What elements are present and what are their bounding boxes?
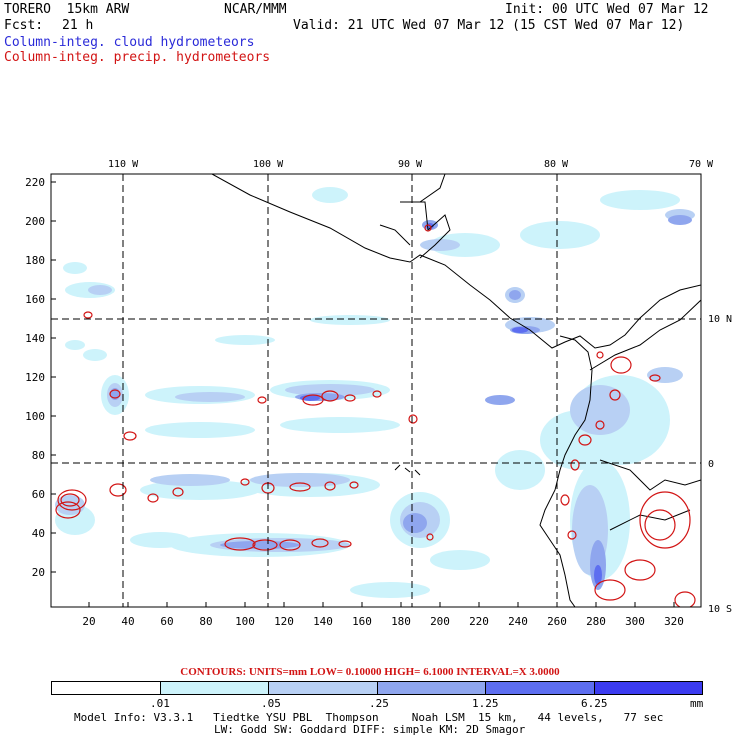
colorbar-seg-5: [594, 682, 702, 694]
y-tick: 160: [25, 293, 45, 306]
y-tick: 100: [25, 410, 45, 423]
x-tick: 320: [664, 615, 684, 628]
org-label: NCAR/MMM: [224, 2, 287, 17]
y-tick: 80: [32, 449, 45, 462]
x-tick: 80: [199, 615, 212, 628]
grid-lines: [51, 174, 701, 607]
model-title: TORERO 15km ARW: [4, 2, 130, 17]
colorbar-label: .25: [369, 697, 389, 710]
x-tick: 120: [274, 615, 294, 628]
forecast-label: Fcst:: [4, 18, 44, 33]
y-tick: 120: [25, 371, 45, 384]
lat-label-10s: 10 S: [708, 604, 732, 615]
contour-info: CONTOURS: UNITS=mm LOW= 0.10000 HIGH= 6.…: [180, 666, 560, 678]
x-tick: 220: [469, 615, 489, 628]
tick-marks: [51, 181, 675, 607]
x-tick: 300: [625, 615, 645, 628]
model-info: Model Info: V3.3.1 Tiedtke YSU PBL Thomp…: [74, 711, 664, 724]
map-field: [51, 174, 701, 607]
colorbar-seg-2: [269, 682, 378, 694]
lon-label-80w: 80 W: [544, 159, 569, 170]
field-precip-label: Column-integ. precip. hydrometeors: [4, 50, 271, 65]
y-tick: 60: [32, 488, 45, 501]
colorbar-label: 1.25: [472, 697, 499, 710]
colorbar-label: 6.25: [581, 697, 608, 710]
x-tick: 240: [508, 615, 528, 628]
y-tick: 180: [25, 254, 45, 267]
lat-label-10n: 10 N: [708, 314, 732, 325]
precip-contours: [55, 224, 696, 607]
x-tick: 100: [235, 615, 255, 628]
coastlines: [211, 174, 701, 607]
colorbar-seg-1: [160, 682, 269, 694]
x-tick: 180: [391, 615, 411, 628]
colorbar-unit: mm: [690, 697, 704, 710]
x-tick: 280: [586, 615, 606, 628]
forecast-hour: 21 h: [62, 18, 94, 33]
init-time: Init: 00 UTC Wed 07 Mar 12: [505, 2, 709, 17]
map-plot: 110 W 100 W 90 W 80 W 70 W 10 N 0 10 S 2…: [25, 159, 732, 628]
x-tick: 60: [160, 615, 173, 628]
y-tick: 200: [25, 215, 45, 228]
lon-label-100w: 100 W: [253, 159, 284, 170]
model-info-physics: LW: Godd SW: Goddard DIFF: simple KM: 2D…: [214, 723, 526, 736]
colorbar-label: .05: [261, 697, 281, 710]
y-tick: 140: [25, 332, 45, 345]
x-tick: 160: [352, 615, 372, 628]
x-tick: 140: [313, 615, 333, 628]
x-tick: 40: [121, 615, 134, 628]
y-tick: 40: [32, 527, 45, 540]
lon-label-70w: 70 W: [689, 159, 714, 170]
y-tick: 220: [25, 176, 45, 189]
colorbar-label: .01: [150, 697, 170, 710]
x-tick: 20: [82, 615, 95, 628]
map-frame: [50, 173, 702, 608]
colorbar-seg-0: [52, 682, 161, 694]
x-tick: 260: [547, 615, 567, 628]
colorbar: [51, 681, 703, 695]
colorbar-seg-4: [486, 682, 595, 694]
lat-label-0: 0: [708, 459, 714, 470]
colorbar-seg-3: [377, 682, 486, 694]
lon-label-110w: 110 W: [108, 159, 139, 170]
lon-label-90w: 90 W: [398, 159, 423, 170]
valid-time: Valid: 21 UTC Wed 07 Mar 12 (15 CST Wed …: [293, 18, 685, 33]
x-tick: 200: [430, 615, 450, 628]
field-cloud-label: Column-integ. cloud hydrometeors: [4, 35, 255, 50]
y-tick: 20: [32, 566, 45, 579]
